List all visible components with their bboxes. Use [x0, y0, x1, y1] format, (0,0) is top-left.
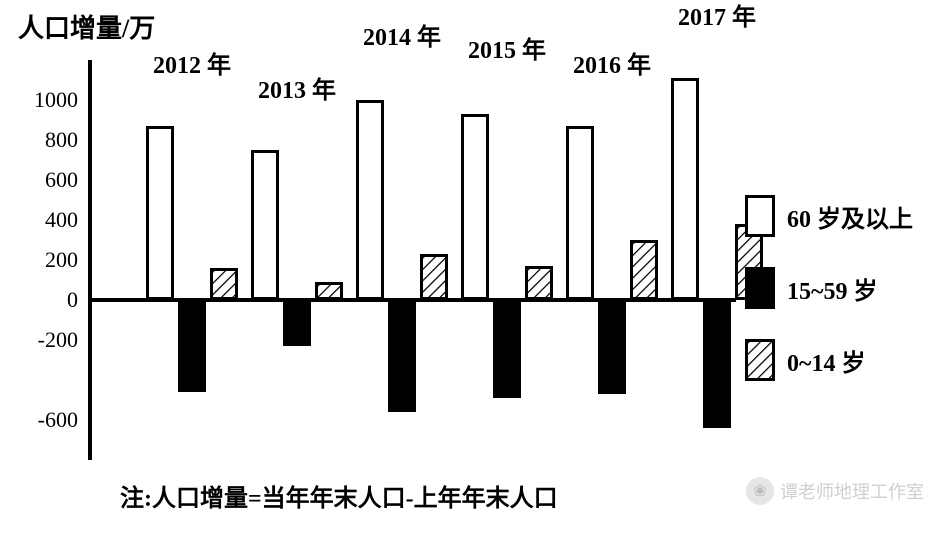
legend-swatch-hatch [745, 339, 775, 381]
y-tick-label: -200 [0, 327, 78, 353]
bar-age60plus [671, 78, 699, 300]
bar-age15_59 [283, 300, 311, 346]
bar-age15_59 [388, 300, 416, 412]
legend-item-0-14: 0~14 岁 [745, 339, 913, 381]
y-tick-label: 800 [0, 127, 78, 153]
bar-age15_59 [703, 300, 731, 428]
watermark: ❀ 谭老师地理工作室 [746, 477, 924, 505]
chart-footnote: 注:人口增量=当年年末人口-上年年末人口 [120, 478, 558, 513]
y-tick-label: 200 [0, 247, 78, 273]
bar-age15_59 [493, 300, 521, 398]
y-tick-label: 600 [0, 167, 78, 193]
legend-label: 0~14 岁 [787, 343, 865, 378]
year-label: 2016 年 [573, 45, 651, 80]
bar-age0_14 [420, 254, 448, 300]
watermark-icon: ❀ [746, 477, 774, 505]
bar-age60plus [356, 100, 384, 300]
legend-label: 15~59 岁 [787, 271, 877, 306]
year-label: 2014 年 [363, 17, 441, 52]
legend-item-60plus: 60 岁及以上 [745, 195, 913, 237]
bar-age60plus [566, 126, 594, 300]
plot-area: 2012 年2013 年2014 年2015 年2016 年2017 年 [88, 60, 732, 460]
legend-label: 60 岁及以上 [787, 199, 913, 234]
bar-age60plus [461, 114, 489, 300]
bar-age0_14 [525, 266, 553, 300]
bar-age15_59 [178, 300, 206, 392]
y-tick-label: 0 [0, 287, 78, 313]
bar-age60plus [146, 126, 174, 300]
y-tick-label: 400 [0, 207, 78, 233]
year-label: 2015 年 [468, 30, 546, 65]
watermark-text: 谭老师地理工作室 [780, 478, 924, 504]
legend-swatch-open [745, 195, 775, 237]
legend: 60 岁及以上 15~59 岁 0~14 岁 [745, 195, 913, 411]
y-tick-label: -600 [0, 407, 78, 433]
chart-container: 人口增量/万 2012 年2013 年2014 年2015 年2016 年201… [0, 0, 942, 533]
year-label: 2017 年 [678, 0, 756, 32]
y-axis-title: 人口增量/万 [18, 8, 155, 45]
year-label: 2013 年 [258, 70, 336, 105]
bar-age0_14 [630, 240, 658, 300]
bar-age0_14 [315, 282, 343, 300]
bar-age15_59 [598, 300, 626, 394]
bar-age60plus [251, 150, 279, 300]
legend-item-15-59: 15~59 岁 [745, 267, 913, 309]
bar-age0_14 [210, 268, 238, 300]
legend-swatch-solid [745, 267, 775, 309]
y-tick-label: 1000 [0, 87, 78, 113]
year-label: 2012 年 [153, 45, 231, 80]
